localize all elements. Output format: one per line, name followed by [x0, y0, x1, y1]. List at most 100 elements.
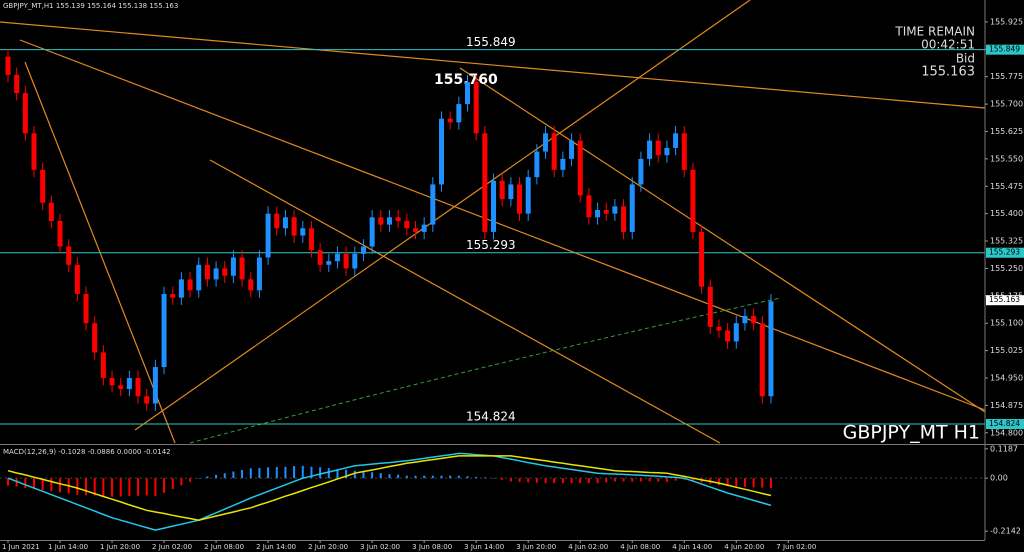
- chart-header: GBPJPY_MT,H1 155.139 155.164 155.138 155…: [3, 2, 178, 10]
- candle-body: [742, 315, 748, 324]
- candle-body: [239, 257, 245, 280]
- candle-body: [256, 257, 262, 291]
- candle-body: [577, 140, 583, 196]
- y-tick-label: 155.475: [990, 182, 1023, 191]
- candle-body: [439, 118, 444, 185]
- x-tick-label: 3 Jun 02:00: [360, 543, 400, 551]
- histogram-bar: [535, 478, 538, 483]
- histogram-bar: [769, 478, 772, 489]
- histogram-bar: [622, 478, 625, 482]
- time-remain-label: TIME REMAIN: [894, 25, 975, 39]
- histogram-bar: [119, 478, 122, 497]
- histogram-bar: [405, 475, 408, 479]
- x-tick-label: 4 Jun 20:00: [724, 543, 764, 551]
- candle-body: [343, 253, 349, 269]
- candle-body: [430, 184, 436, 225]
- macd-title: MACD(12,26,9) -0.1028 -0.0886 0.0000 -0.…: [3, 448, 171, 456]
- histogram-bar: [657, 478, 660, 482]
- x-tick-label: 4 Jun 02:00: [568, 543, 608, 551]
- candle-body: [66, 246, 72, 265]
- candle-body: [92, 323, 98, 353]
- candle-body: [733, 323, 739, 342]
- candle-body: [170, 293, 176, 298]
- candle-body: [681, 133, 687, 170]
- trendline: [0, 21, 986, 109]
- candle-body: [248, 279, 254, 291]
- histogram-bar: [319, 467, 322, 479]
- histogram-bar: [579, 478, 582, 484]
- x-tick-label: 3 Jun 20:00: [516, 543, 556, 551]
- price-box: [986, 44, 1024, 55]
- histogram-bar: [587, 478, 590, 484]
- histogram-bar: [336, 469, 339, 479]
- histogram-bar: [93, 478, 96, 496]
- histogram-bar: [631, 478, 634, 482]
- price-box-label: 155.849: [989, 45, 1020, 54]
- candle-body: [621, 206, 627, 232]
- candle-body: [569, 140, 575, 159]
- y-tick-label: 155.775: [990, 72, 1023, 81]
- histogram-bar: [171, 478, 174, 490]
- candle-body: [725, 330, 731, 342]
- candle-body: [230, 257, 236, 276]
- horizontal-line-label: 155.293: [466, 238, 516, 252]
- candle-body: [291, 217, 297, 236]
- histogram-bar: [743, 478, 746, 487]
- histogram-bar: [414, 475, 417, 479]
- candle-body: [447, 118, 453, 123]
- histogram-bar: [492, 478, 495, 479]
- x-tick-label: 1 Jun 20:00: [100, 543, 140, 551]
- histogram-bar: [232, 471, 235, 479]
- histogram-bar: [397, 474, 400, 479]
- histogram-bar: [180, 478, 183, 486]
- trendline: [209, 159, 721, 444]
- candle-body: [707, 286, 713, 327]
- histogram-bar: [726, 478, 729, 487]
- histogram-bar: [102, 478, 105, 497]
- candle-body: [395, 217, 401, 221]
- y-tick-label: 154.800: [990, 428, 1023, 437]
- histogram-bar: [735, 478, 738, 487]
- candle-body: [222, 268, 228, 276]
- candle-body: [603, 209, 609, 214]
- candle-body: [612, 206, 618, 214]
- x-tick-label: 7 Jun 02:00: [776, 543, 816, 551]
- candle-body: [655, 140, 661, 156]
- x-tick-label: 1 Jun 14:00: [48, 543, 88, 551]
- candle-body: [14, 74, 20, 94]
- price-box: [986, 419, 1024, 430]
- histogram-bar: [59, 478, 62, 493]
- histogram-bar: [509, 478, 512, 482]
- histogram-bar: [15, 478, 18, 487]
- y-tick-label: 155.325: [990, 237, 1023, 246]
- histogram-bar: [379, 473, 382, 479]
- x-tick-label: 2 Jun 08:00: [204, 543, 244, 551]
- histogram-bar: [241, 469, 244, 479]
- histogram-bar: [553, 478, 556, 484]
- histogram-bar: [527, 478, 530, 483]
- candle-body: [404, 220, 410, 229]
- histogram-bar: [197, 478, 200, 479]
- candle-body: [525, 177, 531, 214]
- candle-body: [22, 93, 28, 134]
- signal-line: [7, 455, 772, 521]
- trendline: [134, 0, 751, 431]
- bid-price: 155.163: [921, 65, 975, 80]
- candle-body: [473, 82, 479, 134]
- candle-body: [31, 133, 37, 170]
- histogram-bar: [449, 475, 452, 479]
- candle-body: [135, 377, 141, 397]
- candle-body: [491, 180, 497, 232]
- histogram-bar: [691, 478, 694, 482]
- y-tick-label: 155.250: [990, 264, 1023, 273]
- histogram-bar: [648, 478, 651, 482]
- candle-body: [664, 147, 670, 156]
- candle-body: [196, 264, 202, 291]
- histogram-bar: [613, 478, 616, 482]
- histogram-bar: [440, 475, 443, 479]
- histogram-bar: [145, 478, 148, 496]
- histogram-bar: [293, 466, 296, 479]
- candle-body: [508, 184, 514, 200]
- candle-body: [152, 367, 158, 404]
